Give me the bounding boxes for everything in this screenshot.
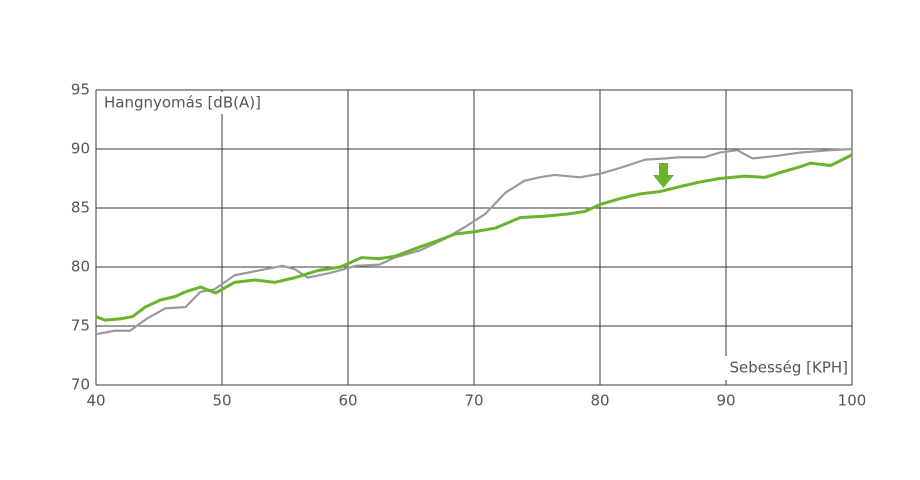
x-tick-label: 50	[212, 392, 231, 410]
x-label-bg	[636, 356, 850, 380]
series-line	[95, 147, 853, 336]
x-tick-label: 40	[86, 392, 105, 410]
series-line	[95, 153, 853, 322]
y-axis-label: Hangnyomás [dB(A)]	[104, 94, 261, 112]
x-tick-label: 100	[838, 392, 867, 410]
y-tick-label: 80	[71, 258, 90, 276]
x-tick-label: 90	[716, 392, 735, 410]
y-tick-label: 70	[71, 376, 90, 394]
x-tick-label: 60	[338, 392, 357, 410]
y-tick-label: 85	[71, 199, 90, 217]
arrow-icon	[653, 163, 674, 188]
y-tick-label: 90	[71, 140, 90, 158]
lines	[95, 147, 853, 336]
x-axis-label: Sebesség [KPH]	[729, 359, 848, 377]
y-tick-label: 75	[71, 317, 90, 335]
y-tick-label: 95	[71, 81, 90, 99]
x-tick-label: 80	[590, 392, 609, 410]
grid: 70 75 80 85 90 95 40 50 60 70 80 90 100	[71, 81, 866, 410]
x-tick-label: 70	[464, 392, 483, 410]
y-label-bg	[100, 92, 292, 114]
